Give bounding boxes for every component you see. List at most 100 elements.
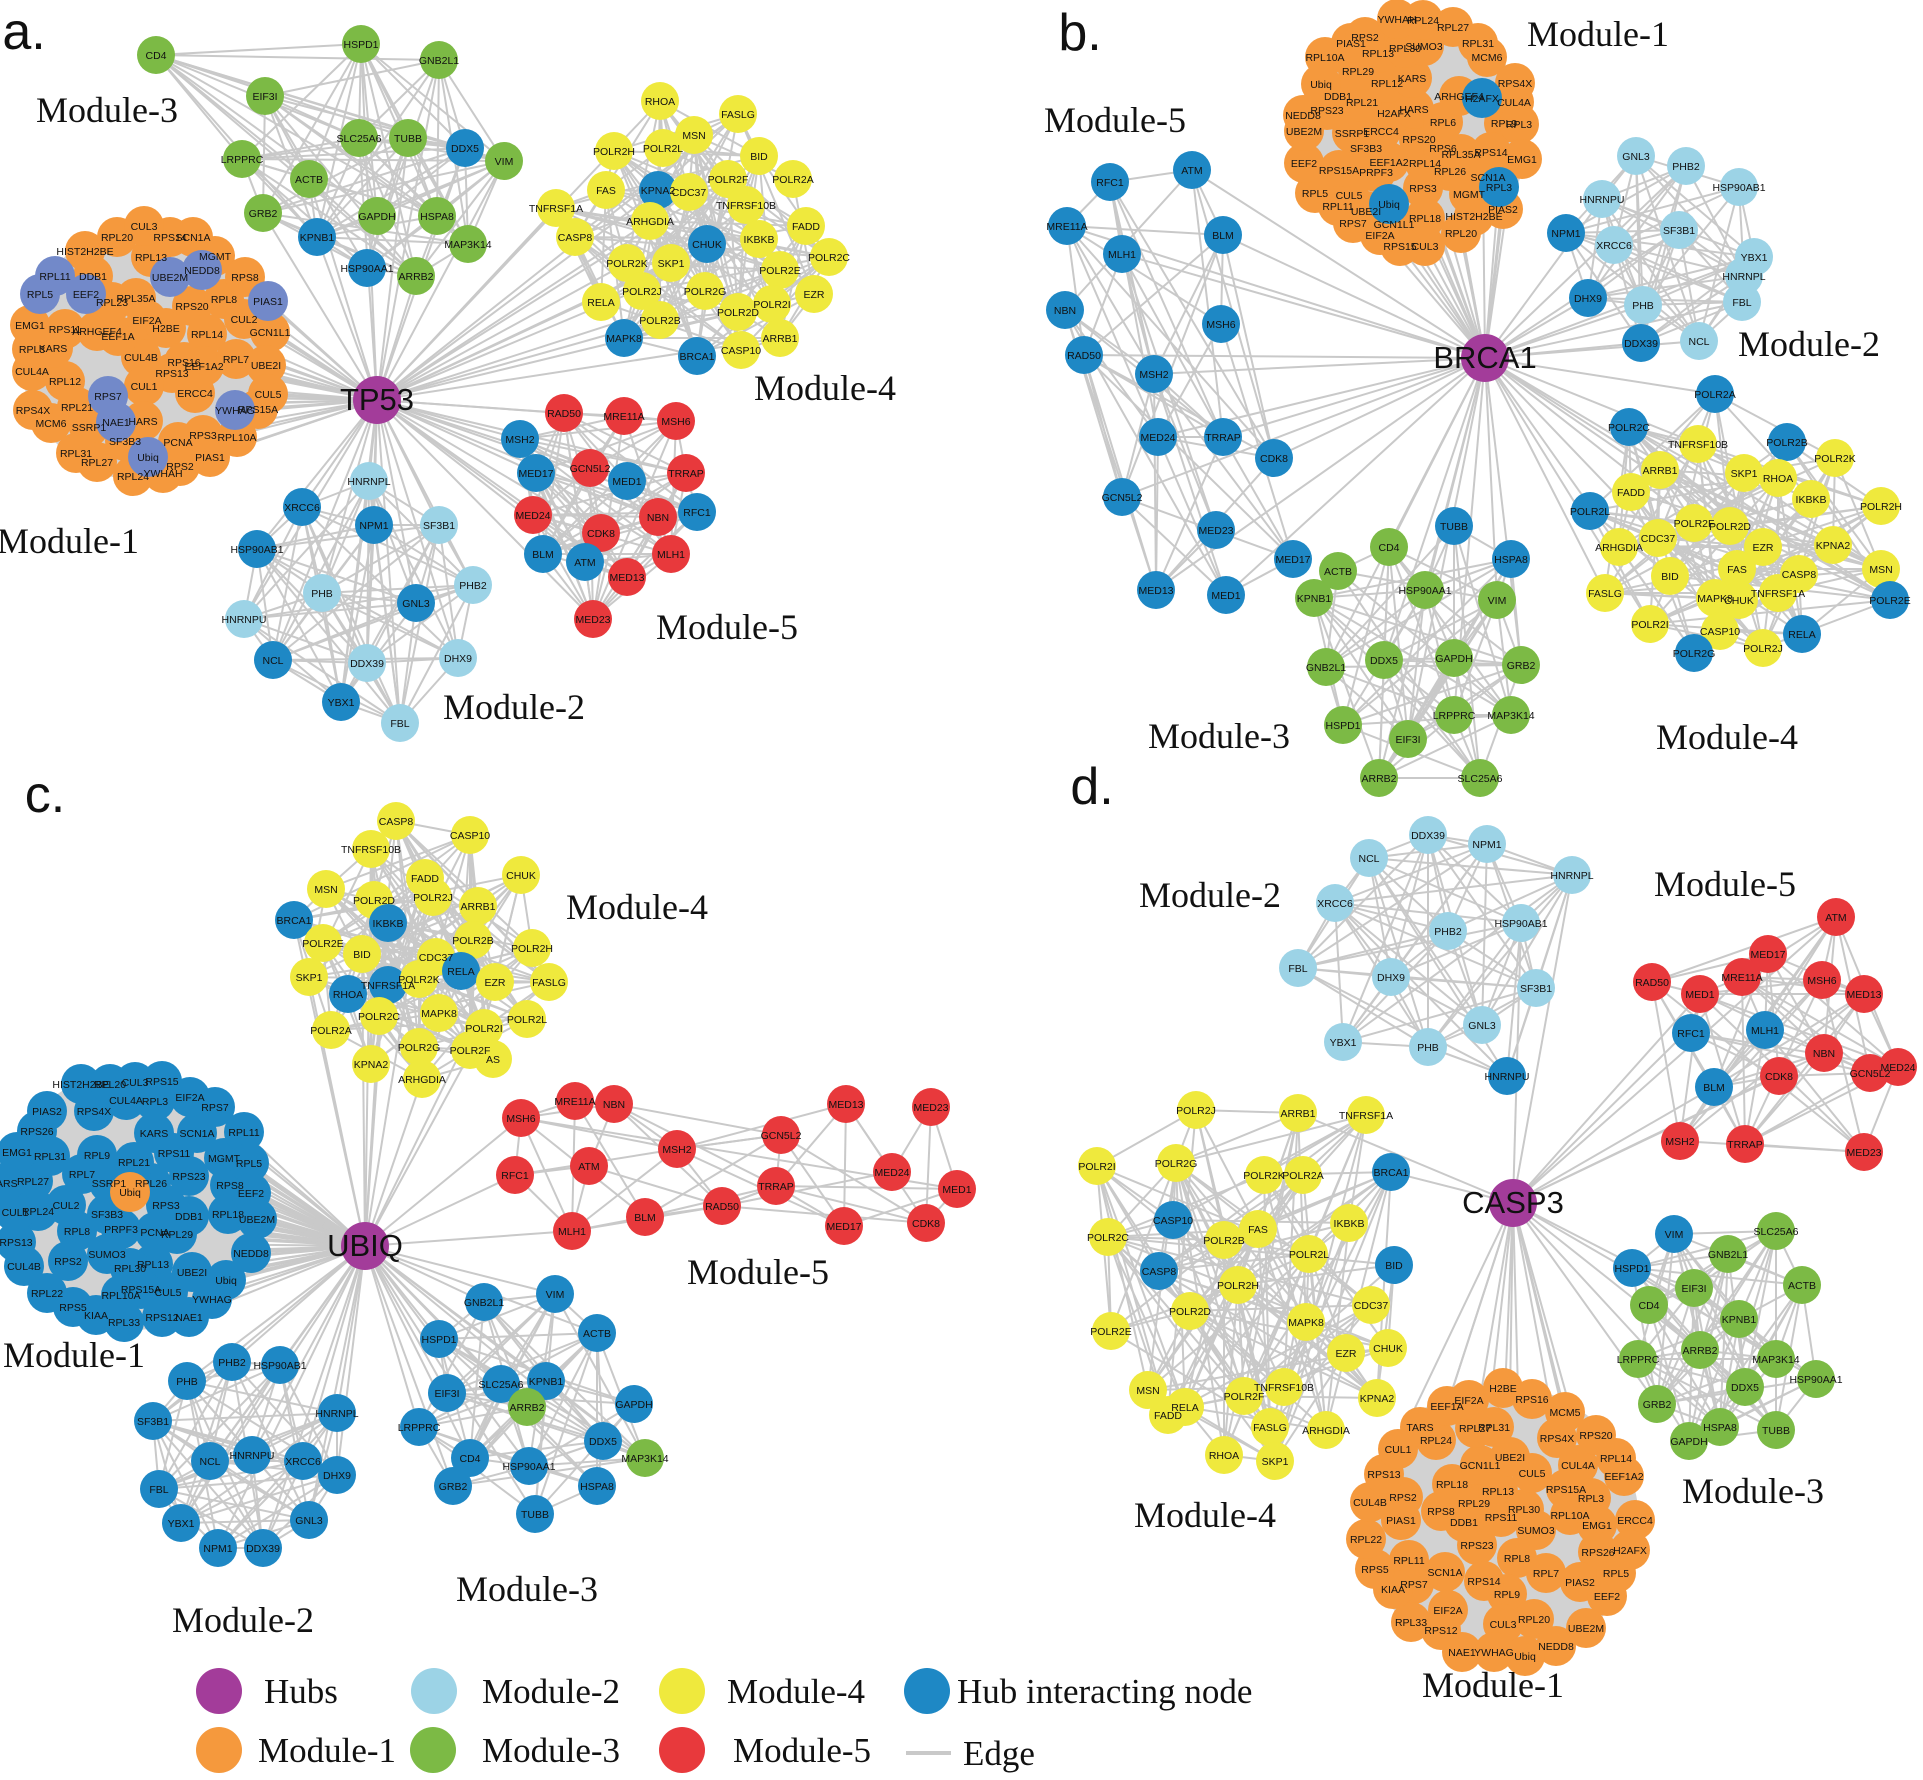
svg-text:ARHGEF4: ARHGEF4 <box>72 326 122 338</box>
svg-text:RPL10A: RPL10A <box>1305 52 1344 64</box>
svg-text:RPS13: RPS13 <box>0 1237 33 1249</box>
svg-text:NAE1: NAE1 <box>1448 1647 1476 1659</box>
svg-text:POLR2I: POLR2I <box>1631 619 1668 631</box>
svg-text:TRRAP: TRRAP <box>758 1181 794 1193</box>
svg-text:RPS20: RPS20 <box>1402 134 1435 146</box>
svg-text:POLR2G: POLR2G <box>684 286 727 298</box>
svg-text:EEF1A2: EEF1A2 <box>184 361 223 373</box>
svg-text:RFC1: RFC1 <box>1096 177 1124 189</box>
svg-text:Ubiq: Ubiq <box>137 452 159 464</box>
svg-text:PRPF3: PRPF3 <box>104 1224 138 1236</box>
svg-text:KIAA: KIAA <box>84 1310 108 1322</box>
svg-text:SUMO3: SUMO3 <box>88 1249 126 1261</box>
svg-text:ARRB2: ARRB2 <box>509 1402 544 1414</box>
svg-text:RPS7: RPS7 <box>1400 1579 1428 1591</box>
svg-text:RPL30: RPL30 <box>1389 43 1421 55</box>
svg-text:UBE2I: UBE2I <box>1351 206 1381 218</box>
svg-text:MED1: MED1 <box>942 1184 971 1196</box>
svg-text:RPL5: RPL5 <box>1302 188 1328 200</box>
svg-text:MED13: MED13 <box>1846 989 1881 1001</box>
svg-text:HSP90AB1: HSP90AB1 <box>1712 182 1765 194</box>
svg-text:CUL3: CUL3 <box>1490 1619 1517 1631</box>
svg-text:IKBKB: IKBKB <box>1334 1218 1365 1230</box>
svg-text:CUL4A: CUL4A <box>109 1095 143 1107</box>
svg-text:CHUK: CHUK <box>506 870 536 882</box>
svg-text:POLR2E: POLR2E <box>1090 1326 1131 1338</box>
svg-text:ERCC4: ERCC4 <box>1363 126 1399 138</box>
svg-text:RPL9: RPL9 <box>84 1150 110 1162</box>
svg-text:CUL1: CUL1 <box>2 1207 29 1219</box>
svg-text:CUL1: CUL1 <box>1385 1444 1412 1456</box>
svg-text:RPL8: RPL8 <box>64 1226 90 1238</box>
svg-text:RPS7: RPS7 <box>201 1102 229 1114</box>
svg-text:CDK8: CDK8 <box>1765 1071 1793 1083</box>
svg-text:ATM: ATM <box>574 557 595 569</box>
svg-text:RELA: RELA <box>587 297 614 309</box>
svg-text:MAPK8: MAPK8 <box>1288 1317 1324 1329</box>
svg-text:TRRAP: TRRAP <box>668 468 704 480</box>
svg-text:MSH6: MSH6 <box>661 416 690 428</box>
svg-text:RPS4X: RPS4X <box>77 1106 111 1118</box>
svg-text:SF3B3: SF3B3 <box>1350 143 1382 155</box>
svg-text:CD4: CD4 <box>1378 542 1399 554</box>
svg-text:CASP10: CASP10 <box>1153 1215 1193 1227</box>
svg-text:SSRP1: SSRP1 <box>1335 128 1370 140</box>
svg-text:RHOA: RHOA <box>645 96 675 108</box>
svg-text:RPL11: RPL11 <box>39 271 70 283</box>
svg-text:SUMO3: SUMO3 <box>1405 41 1443 53</box>
svg-text:EMG1: EMG1 <box>1507 154 1537 166</box>
svg-text:ACTB: ACTB <box>295 174 323 186</box>
svg-text:POLR2H: POLR2H <box>1860 501 1902 513</box>
svg-text:RPL12: RPL12 <box>1371 78 1403 90</box>
svg-text:EEF2: EEF2 <box>73 289 99 301</box>
svg-text:SKP1: SKP1 <box>296 972 323 984</box>
svg-text:FASLG: FASLG <box>1253 1422 1287 1434</box>
svg-text:IKBKB: IKBKB <box>744 234 775 246</box>
svg-text:RPL24: RPL24 <box>117 471 149 483</box>
svg-text:FBL: FBL <box>1288 963 1307 975</box>
svg-text:MSH2: MSH2 <box>1139 369 1168 381</box>
svg-text:VIM: VIM <box>495 156 514 168</box>
svg-text:RPL27: RPL27 <box>1437 22 1469 34</box>
svg-text:EZR: EZR <box>1753 542 1774 554</box>
svg-text:RPL27: RPL27 <box>1459 1423 1491 1435</box>
svg-text:PHB: PHB <box>1632 300 1654 312</box>
svg-text:FASLG: FASLG <box>532 977 566 989</box>
svg-text:RPS23: RPS23 <box>1310 105 1343 117</box>
svg-text:SF3B3: SF3B3 <box>91 1209 123 1221</box>
svg-text:RPS4X: RPS4X <box>1498 78 1532 90</box>
svg-text:TNFRSF10B: TNFRSF10B <box>1254 1382 1314 1394</box>
svg-text:MED24: MED24 <box>874 1167 909 1179</box>
svg-text:HSP90AB1: HSP90AB1 <box>253 1360 306 1372</box>
svg-text:Module-1: Module-1 <box>3 1335 145 1375</box>
svg-text:PCNA: PCNA <box>163 437 192 449</box>
svg-text:GNB2L1: GNB2L1 <box>1306 662 1346 674</box>
svg-text:MED24: MED24 <box>515 510 550 522</box>
svg-text:MGMT: MGMT <box>199 251 232 263</box>
svg-text:NEDD8: NEDD8 <box>233 1248 269 1260</box>
svg-text:DDB1: DDB1 <box>175 1211 203 1223</box>
svg-text:EIF2A: EIF2A <box>175 1092 204 1104</box>
svg-text:RPL24: RPL24 <box>1420 1435 1452 1447</box>
svg-text:POLR2J: POLR2J <box>1176 1105 1216 1117</box>
svg-text:RPS3: RPS3 <box>1409 183 1437 195</box>
svg-text:RPS16: RPS16 <box>167 357 200 369</box>
svg-text:SF3B3: SF3B3 <box>109 436 141 448</box>
svg-text:RFC1: RFC1 <box>683 507 711 519</box>
svg-text:RPL29: RPL29 <box>1342 66 1374 78</box>
svg-text:KPNA2: KPNA2 <box>641 185 676 197</box>
svg-text:XRCC6: XRCC6 <box>284 502 320 514</box>
svg-text:H2BE: H2BE <box>152 323 179 335</box>
svg-text:ARHGDIA: ARHGDIA <box>398 1074 446 1086</box>
svg-text:GNL3: GNL3 <box>402 598 430 610</box>
svg-text:RPL7: RPL7 <box>223 354 249 366</box>
svg-text:ARHGDIA: ARHGDIA <box>626 216 674 228</box>
svg-text:RHOA: RHOA <box>1763 473 1793 485</box>
svg-text:EZR: EZR <box>804 289 825 301</box>
svg-text:EMG1: EMG1 <box>1582 1520 1612 1532</box>
svg-text:RPL21: RPL21 <box>61 402 93 414</box>
svg-text:RPL18: RPL18 <box>212 1209 244 1221</box>
svg-text:TUBB: TUBB <box>1762 1425 1790 1437</box>
svg-text:DDX5: DDX5 <box>589 1436 617 1448</box>
svg-text:UBE2M: UBE2M <box>239 1214 275 1226</box>
